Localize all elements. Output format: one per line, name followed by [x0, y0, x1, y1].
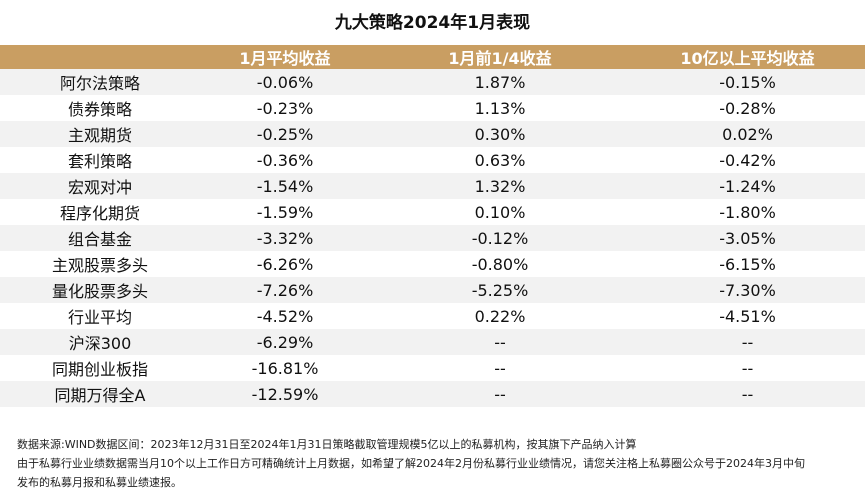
footnote-line: 数据来源:WIND数据区间：2023年12月31日至2024年1月31日策略截取…: [17, 438, 637, 451]
footnote-line: 发布的私募月报和私募业绩速报。: [17, 476, 182, 489]
value-cell: -7.26%: [200, 277, 370, 303]
value-cell: -0.15%: [630, 69, 865, 95]
header-row: 1月平均收益 1月前1/4收益 10亿以上平均收益: [0, 45, 865, 69]
value-cell: -1.24%: [630, 173, 865, 199]
value-cell: 0.63%: [474, 150, 526, 170]
value-cell: -3.32%: [200, 225, 370, 251]
strategy-name-cell: 主观期货: [0, 121, 200, 147]
table-row: 宏观对冲 -1.54% 1.32% -1.24%: [0, 173, 865, 199]
value-cell: --: [370, 329, 630, 355]
value-cell: 0.10%: [474, 202, 526, 222]
table-row: 主观期货 -0.25% 0.30% 0.02%: [0, 121, 865, 147]
value-cell: -1.54%: [200, 173, 370, 199]
strategy-name-cell: 宏观对冲: [0, 173, 200, 199]
value-cell: 1.87%: [370, 69, 630, 95]
table-row: 行业平均 -4.52% 0.22% -4.51%: [0, 303, 865, 329]
strategy-name-cell: 主观股票多头: [51, 256, 148, 275]
value-cell: -4.52%: [256, 306, 314, 326]
value-cell: -12.59%: [200, 381, 370, 407]
table-row: 程序化期货 -1.59% 0.10% -1.80%: [0, 199, 865, 225]
strategy-name-cell: 量化股票多头: [0, 277, 200, 303]
value-cell: --: [494, 358, 506, 378]
value-cell: -0.28%: [719, 98, 776, 118]
strategy-name-cell: 组合基金: [0, 225, 200, 251]
value-cell: -7.30%: [630, 277, 865, 303]
value-cell: -0.12%: [370, 225, 630, 251]
column-header: 1月前1/4收益: [370, 45, 630, 69]
table-row: 量化股票多头 -7.26% -5.25% -7.30%: [0, 277, 865, 303]
strategy-name-cell: 程序化期货: [59, 204, 140, 223]
value-cell: -0.25%: [200, 121, 370, 147]
table-row: 同期万得全A -12.59% -- --: [0, 381, 865, 407]
value-cell: -6.15%: [719, 254, 776, 274]
value-cell: -1.80%: [719, 202, 776, 222]
value-cell: -4.51%: [719, 306, 776, 326]
table-row: 组合基金 -3.32% -0.12% -3.05%: [0, 225, 865, 251]
value-cell: -5.25%: [370, 277, 630, 303]
value-cell: --: [741, 358, 754, 378]
performance-table: 1月平均收益 1月前1/4收益 10亿以上平均收益 阿尔法策略 -0.06% 1.87%…: [0, 45, 865, 407]
value-cell: --: [630, 329, 865, 355]
value-cell: -0.80%: [471, 254, 529, 274]
value-cell: 0.22%: [474, 306, 526, 326]
table-title: 九大策略2024年1月表现: [334, 13, 531, 33]
column-header: [0, 45, 200, 69]
value-cell: 1.13%: [474, 98, 526, 118]
strategy-name-cell: 行业平均: [67, 308, 132, 327]
value-cell: -0.23%: [256, 98, 314, 118]
value-cell: -16.81%: [251, 358, 319, 378]
value-cell: 0.02%: [630, 121, 865, 147]
strategy-name-cell: 债券策略: [67, 100, 132, 119]
strategy-name-cell: 阿尔法策略: [0, 69, 200, 95]
value-cell: 1.32%: [370, 173, 630, 199]
value-cell: -6.26%: [256, 254, 314, 274]
column-header: 1月平均收益: [200, 45, 370, 69]
table-row: 债券策略 -0.23% 1.13% -0.28%: [0, 95, 865, 121]
footnote-line: 由于私募行业业绩数据需当月10个以上工作日方可精确统计上月数据，如希望了解202…: [17, 457, 805, 470]
value-cell: -6.29%: [200, 329, 370, 355]
strategy-name-cell: 同期创业板指: [51, 360, 148, 379]
strategy-name-cell: 套利策略: [67, 152, 132, 171]
strategy-name-cell: 同期万得全A: [0, 381, 200, 407]
value-cell: -0.36%: [256, 150, 314, 170]
value-cell: --: [370, 381, 630, 407]
table-row: 沪深300 -6.29% -- --: [0, 329, 865, 355]
table-row: 同期创业板指 -16.81% -- --: [0, 355, 865, 381]
value-cell: -0.42%: [719, 150, 776, 170]
table-row: 主观股票多头 -6.26% -0.80% -6.15%: [0, 251, 865, 277]
column-header: 10亿以上平均收益: [630, 45, 865, 69]
strategy-name-cell: 沪深300: [0, 329, 200, 355]
value-cell: 0.30%: [370, 121, 630, 147]
footnotes: 数据来源:WIND数据区间：2023年12月31日至2024年1月31日策略截取…: [17, 435, 805, 492]
value-cell: --: [630, 381, 865, 407]
table-row: 阿尔法策略 -0.06% 1.87% -0.15%: [0, 69, 865, 95]
table-row: 套利策略 -0.36% 0.63% -0.42%: [0, 147, 865, 173]
value-cell: -3.05%: [630, 225, 865, 251]
value-cell: -1.59%: [256, 202, 314, 222]
value-cell: -0.06%: [200, 69, 370, 95]
